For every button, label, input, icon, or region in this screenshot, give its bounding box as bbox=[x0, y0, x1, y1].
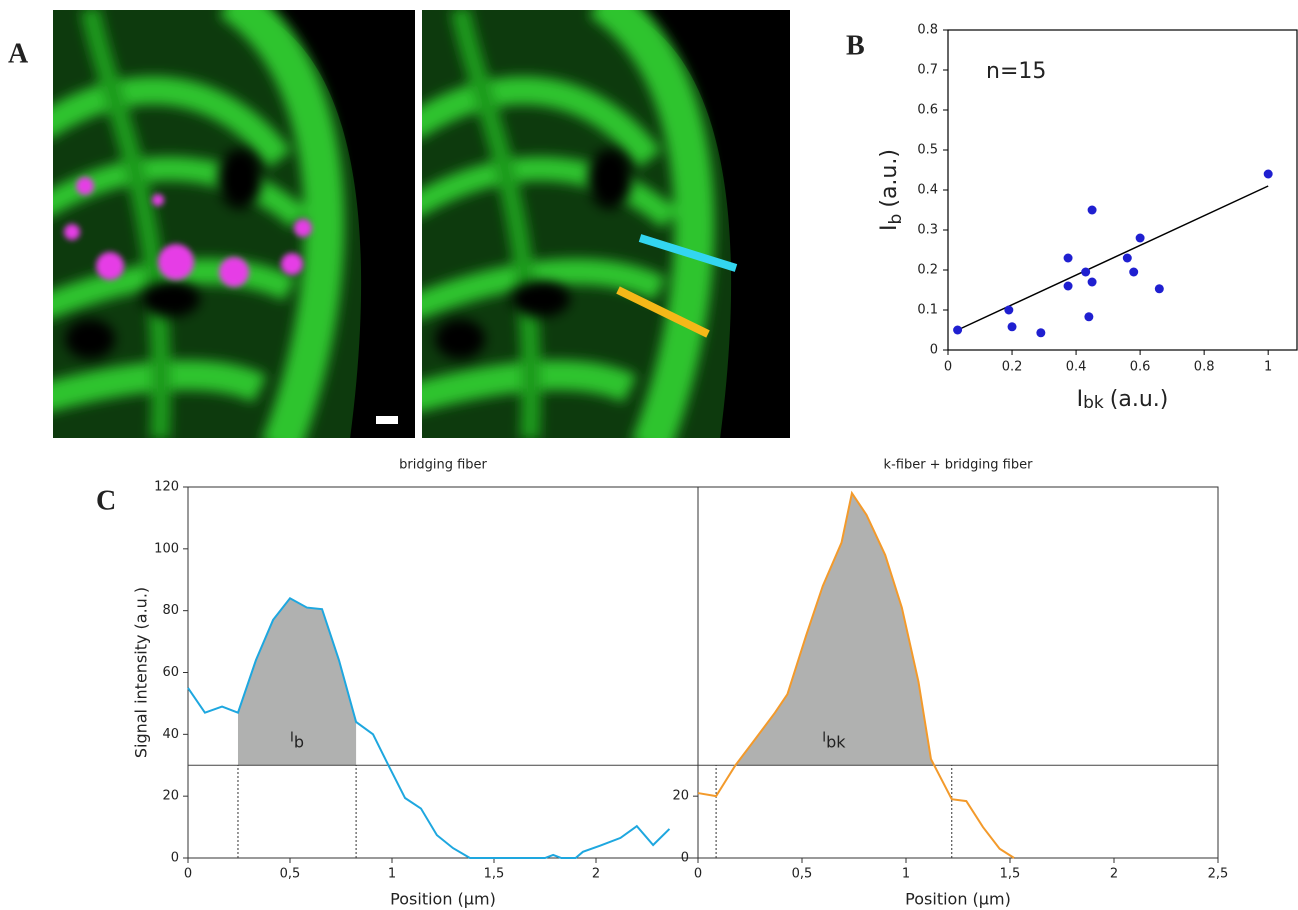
x-tick-label: 2 bbox=[1110, 867, 1118, 882]
x-axis-label-part: (a.u.) bbox=[1110, 387, 1169, 412]
area-label-part: I bbox=[822, 730, 826, 745]
x-tick-label: 1,5 bbox=[1000, 867, 1021, 882]
x-tick-label: 0 bbox=[184, 867, 192, 882]
y-tick-label: 0 bbox=[930, 343, 938, 358]
y-tick-label: 0 bbox=[681, 851, 689, 866]
area-label-part: I bbox=[290, 730, 294, 745]
point bbox=[1129, 267, 1139, 277]
data-line bbox=[697, 490, 1015, 859]
y-tick-label: 80 bbox=[162, 603, 179, 618]
y-axis-label-part: (a.u.) bbox=[877, 149, 902, 208]
area-label: Ib bbox=[290, 730, 304, 751]
y-tick-label: 0 bbox=[171, 851, 179, 866]
panel-label: A bbox=[8, 38, 29, 69]
y-tick-label: 0.7 bbox=[917, 63, 938, 78]
point bbox=[1154, 284, 1164, 294]
area-label: Ibk bbox=[822, 730, 846, 751]
x-axis-label-part: bk bbox=[1083, 393, 1104, 413]
x-axis-label-part: I bbox=[1077, 387, 1084, 412]
x-tick-label: 0.2 bbox=[1002, 360, 1023, 375]
data-line bbox=[187, 597, 671, 859]
y-tick-label: 60 bbox=[162, 665, 179, 680]
micrograph-merged bbox=[40, 0, 420, 449]
shaded-area bbox=[716, 493, 952, 766]
point bbox=[1263, 169, 1273, 179]
panel-label: B bbox=[846, 30, 865, 61]
x-axis-label: Ibk (a.u.) bbox=[1077, 387, 1169, 413]
y-axis-label: Ib (a.u.) bbox=[877, 149, 906, 231]
point bbox=[1135, 233, 1145, 243]
point bbox=[1063, 281, 1073, 291]
point bbox=[1004, 305, 1014, 315]
x-tick-label: 0 bbox=[694, 867, 702, 882]
y-tick-label: 0.5 bbox=[917, 143, 938, 158]
x-tick-label: 1 bbox=[1264, 360, 1272, 375]
point bbox=[1087, 277, 1097, 287]
point bbox=[1063, 253, 1073, 263]
x-axis-label: Position (µm) bbox=[390, 890, 496, 909]
x-tick-label: 1,5 bbox=[484, 867, 505, 882]
area-label-part: b bbox=[294, 732, 304, 751]
x-tick-label: 0.6 bbox=[1130, 360, 1151, 375]
chart-title: k-fiber + bridging fiber bbox=[884, 458, 1034, 473]
y-tick-label: 0.1 bbox=[917, 303, 938, 318]
x-tick-label: 2,5 bbox=[1208, 867, 1229, 882]
y-axis-label-part: b bbox=[886, 214, 906, 225]
plot-frame bbox=[697, 486, 1219, 859]
shaded-area bbox=[237, 598, 357, 766]
x-tick-label: 0,5 bbox=[792, 867, 813, 882]
point bbox=[953, 325, 963, 335]
point bbox=[1084, 312, 1094, 322]
x-tick-label: 0,5 bbox=[280, 867, 301, 882]
x-tick-label: 0.8 bbox=[1194, 360, 1215, 375]
point bbox=[1007, 322, 1017, 332]
y-tick-label: 20 bbox=[672, 789, 689, 804]
y-tick-label: 120 bbox=[154, 480, 179, 495]
chart-title: bridging fiber bbox=[399, 458, 487, 473]
point bbox=[1036, 328, 1046, 338]
x-tick-label: 0 bbox=[944, 360, 952, 375]
y-tick-label: 0.4 bbox=[917, 183, 938, 198]
y-tick-label: 0.6 bbox=[917, 103, 938, 118]
y-axis-label: Signal intensity (a.u.) bbox=[132, 587, 151, 758]
y-tick-label: 0.3 bbox=[917, 223, 938, 238]
y-axis-label-part: I bbox=[877, 224, 902, 231]
x-tick-label: 2 bbox=[592, 867, 600, 882]
micrograph-tubulin bbox=[410, 0, 790, 449]
area-label-part: bk bbox=[826, 732, 846, 751]
fit-line bbox=[957, 185, 1269, 331]
point bbox=[1087, 205, 1097, 215]
y-tick-label: 0.8 bbox=[917, 23, 938, 38]
point bbox=[1081, 267, 1091, 277]
point bbox=[1122, 253, 1132, 263]
y-tick-label: 40 bbox=[162, 727, 179, 742]
x-tick-label: 1 bbox=[388, 867, 396, 882]
y-tick-label: 100 bbox=[154, 541, 179, 556]
y-tick-label: 0.2 bbox=[917, 263, 938, 278]
x-axis-label: Position (µm) bbox=[905, 890, 1011, 909]
x-tick-label: 1 bbox=[902, 867, 910, 882]
annotation: n=15 bbox=[986, 59, 1046, 84]
panel-label: C bbox=[96, 485, 116, 516]
x-tick-label: 0.4 bbox=[1066, 360, 1087, 375]
y-tick-label: 20 bbox=[162, 789, 179, 804]
